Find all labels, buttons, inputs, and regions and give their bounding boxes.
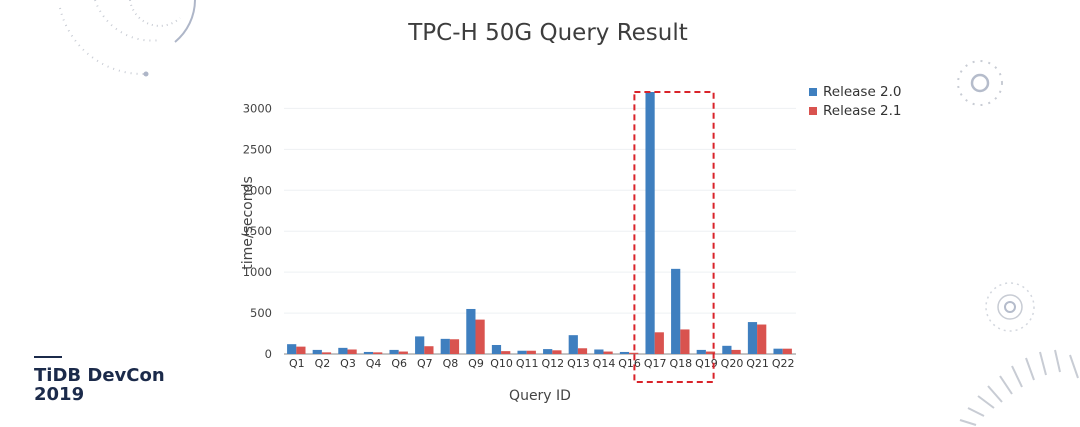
x-tick-label: Q1 [289, 357, 305, 370]
y-tick-label: 2500 [243, 142, 272, 156]
bar [645, 92, 655, 354]
decoration-top-left [59, 0, 196, 77]
bar [773, 348, 783, 354]
bar [696, 349, 706, 354]
bar [680, 329, 690, 354]
bar [543, 349, 553, 354]
legend: Release 2.0 Release 2.1 [809, 82, 902, 120]
x-tick-label: Q21 [746, 357, 769, 370]
bar [629, 352, 639, 354]
bar [475, 319, 485, 354]
bar [526, 350, 536, 354]
x-tick-label: Q22 [772, 357, 795, 370]
x-tick-label: Q11 [516, 357, 539, 370]
y-axis-label: time/seconds [240, 176, 256, 270]
x-tick-label: Q7 [417, 357, 433, 370]
x-tick-label: Q2 [315, 357, 331, 370]
y-tick-label: 500 [250, 306, 272, 320]
x-tick-label: Q18 [669, 357, 692, 370]
bar [440, 338, 450, 354]
bar [449, 339, 460, 354]
legend-label: Release 2.0 [823, 83, 902, 100]
bar [491, 344, 502, 354]
bar [594, 349, 604, 354]
x-tick-label: Q13 [567, 357, 590, 370]
bar [731, 349, 741, 354]
brand-line2: 2019 [34, 384, 85, 405]
bar [722, 345, 732, 354]
bar [347, 349, 357, 354]
bar [373, 352, 383, 354]
y-tick-label: 3000 [243, 101, 272, 115]
x-tick-label: Q6 [391, 357, 407, 370]
bar [312, 349, 322, 354]
bar [603, 351, 613, 354]
legend-swatch [809, 87, 817, 96]
bar [389, 349, 399, 354]
bar [671, 268, 681, 354]
bar [654, 332, 664, 354]
brand-line1: TiDB DevCon [34, 365, 165, 386]
bar [415, 336, 425, 354]
decoration-bottom-right [959, 282, 1079, 426]
y-tick-label: 1000 [243, 265, 272, 279]
legend-item: Release 2.1 [809, 101, 902, 120]
x-tick-label: Q14 [593, 357, 616, 370]
legend-label: Release 2.1 [823, 102, 902, 119]
legend-item: Release 2.0 [809, 82, 902, 101]
bar [398, 351, 408, 354]
bar [552, 350, 562, 354]
bar [517, 350, 527, 354]
bar [619, 351, 630, 354]
x-tick-label: Q4 [366, 357, 382, 370]
y-tick-label: 1500 [243, 224, 272, 238]
bar [747, 322, 758, 354]
brand-logo: TiDB DevCon 2019 [34, 356, 165, 404]
x-tick-label: Q19 [695, 357, 718, 370]
x-tick-label: Q9 [468, 357, 484, 370]
bar [757, 324, 767, 354]
x-tick-label: Q8 [443, 357, 459, 370]
decoration-top-right [957, 60, 1003, 106]
bar [287, 344, 297, 354]
bar [705, 351, 716, 354]
bar [296, 346, 306, 354]
x-tick-label: Q10 [490, 357, 513, 370]
bar [338, 347, 348, 354]
brand-bar [34, 356, 62, 358]
x-tick-label: Q17 [644, 357, 667, 370]
x-tick-label: Q20 [721, 357, 744, 370]
y-tick-label: 0 [265, 347, 272, 361]
bar [363, 351, 374, 354]
chart-title: TPC-H 50G Query Result [408, 20, 688, 46]
x-axis-label: Query ID [509, 388, 571, 404]
bar [782, 348, 792, 354]
x-tick-label: Q3 [340, 357, 356, 370]
y-tick-label: 2000 [243, 183, 272, 197]
bar [568, 335, 578, 354]
bar [321, 352, 332, 354]
x-tick-label: Q16 [618, 357, 641, 370]
bar [424, 346, 434, 354]
bar [466, 308, 476, 354]
x-tick-label: Q12 [541, 357, 564, 370]
highlight-box [633, 91, 715, 383]
bar [577, 348, 588, 354]
bar [501, 351, 511, 354]
legend-swatch [809, 106, 817, 115]
